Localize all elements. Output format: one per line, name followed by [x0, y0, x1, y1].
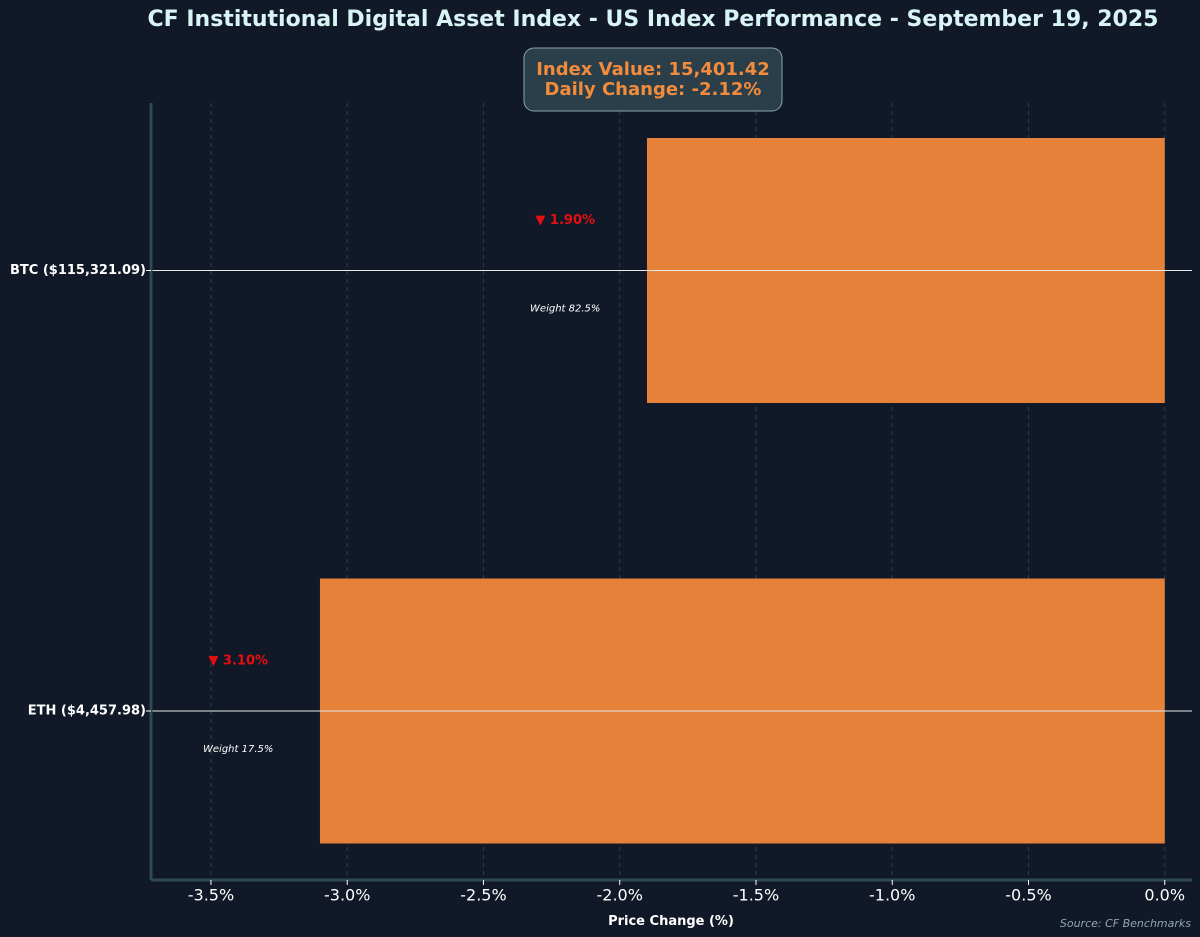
weight-label: Weight 82.5%: [530, 304, 600, 315]
x-tick-label: 0.0%: [1144, 886, 1185, 905]
x-tick-label: -2.0%: [597, 886, 643, 905]
bar-labels: ▼ 1.90% Weight 82.5% ▼ 3.10% Weight 17.5%: [203, 213, 600, 755]
daily-change-label: Daily Change: -2.12%: [545, 79, 762, 100]
index-value-label: Index Value: 15,401.42: [536, 59, 770, 80]
summary-box: Index Value: 15,401.42 Daily Change: -2.…: [523, 47, 783, 112]
change-label: ▼ 3.10%: [208, 654, 268, 669]
x-tick-label: -3.0%: [324, 886, 370, 905]
y-tick-label: BTC ($115,321.09): [10, 263, 146, 278]
x-axis-label: Price Change (%): [608, 914, 734, 929]
chart-title: CF Institutional Digital Asset Index - U…: [148, 7, 1159, 32]
bar-series: [151, 138, 1192, 844]
summary-box-background: [523, 47, 783, 112]
y-axis-categories: BTC ($115,321.09) ETH ($4,457.98): [10, 263, 151, 719]
x-tick-label: -1.5%: [733, 886, 779, 905]
weight-label: Weight 17.5%: [203, 744, 273, 755]
change-label: ▼ 1.90%: [535, 213, 595, 228]
source-note: Source: CF Benchmarks: [1060, 917, 1191, 930]
x-axis-ticks: -3.5% -3.0% -2.5% -2.0% -1.5% -1.0% -0.5% 0.0%: [188, 880, 1185, 905]
x-tick-label: -3.5%: [188, 886, 234, 905]
y-tick-label: ETH ($4,457.98): [28, 704, 146, 719]
x-tick-label: -1.0%: [869, 886, 915, 905]
x-tick-label: -2.5%: [460, 886, 506, 905]
x-tick-label: -0.5%: [1005, 886, 1051, 905]
